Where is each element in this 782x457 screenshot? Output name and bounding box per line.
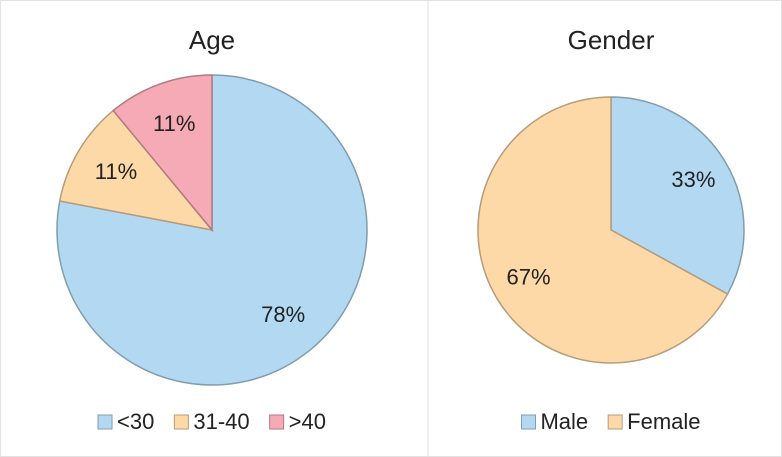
pie-slice [58,109,214,232]
chart-title: Age [189,25,235,55]
pie-slice [477,96,729,364]
data-label: 67% [507,265,551,290]
legend-label: Female [627,409,700,434]
pie-slice [56,74,368,386]
pie-slice [112,74,213,233]
legend-swatch [269,414,285,430]
pie-slice [610,96,745,296]
data-label: 33% [671,167,715,192]
data-label: 78% [261,302,305,327]
legend-label: 31-40 [193,409,249,434]
legend-swatch [520,414,536,430]
legend-label: >40 [289,409,326,434]
legend-swatch [97,414,113,430]
legend-label: Male [540,409,588,434]
data-label: 11% [95,159,137,184]
chart-title: Gender [568,25,655,55]
legend-swatch [173,414,189,430]
data-label: 11% [153,111,195,136]
legend-swatch [607,414,623,430]
legend-label: <30 [117,409,154,434]
